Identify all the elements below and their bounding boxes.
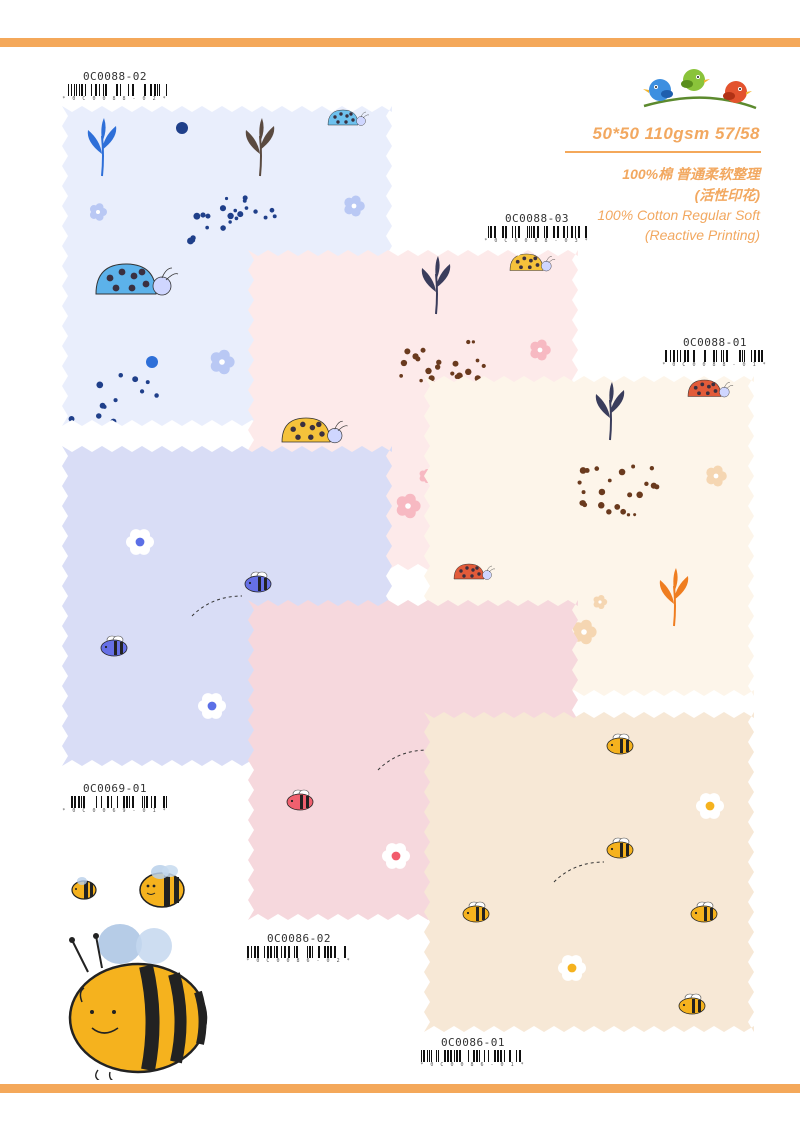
bottom-border-band — [0, 1084, 800, 1093]
swatch-code-label: 0C0086-01 — [440, 1036, 506, 1049]
fabric-printing-en: (Reactive Printing) — [644, 227, 760, 243]
swatch-code-label: 0C0088-03 — [504, 212, 570, 225]
daisy-flower-icon — [126, 529, 154, 555]
barcode-icon — [488, 226, 587, 238]
small-flower-icon — [593, 594, 608, 610]
swatch-code-tag: 0C0088-02 * 0 C 0 0 8 8 - 0 2 * — [60, 70, 170, 102]
bee-motif-icon — [606, 837, 634, 859]
swatch-code-tag: 0C0069-01 * 0 C 0 0 6 9 - 0 1 * — [60, 782, 170, 814]
fabric-printing-cn: (活性印花) — [694, 187, 760, 203]
swatch-code-label: 0C0086-02 — [266, 932, 332, 945]
small-flower-icon — [396, 493, 421, 519]
barcode-icon — [71, 796, 167, 808]
sprig-leaf-icon — [595, 382, 625, 441]
daisy-flower-icon — [382, 843, 410, 869]
barcode-caption: * 0 C 0 0 8 6 - 0 1 * — [420, 1062, 526, 1068]
small-flower-icon — [210, 349, 235, 375]
swatch-code-tag: 0C0086-02 * 0 C 0 0 8 6 - 0 2 * — [244, 932, 354, 964]
fabric-composition-en: 100% Cotton Regular Soft — [597, 207, 760, 223]
barcode-icon — [247, 946, 346, 958]
daisy-flower-icon — [198, 693, 226, 719]
swatch-code-label: 0C0069-01 — [82, 782, 148, 795]
barcode-icon — [665, 350, 763, 362]
fabric-composition-cn: 100%棉 普通柔软整理 — [622, 166, 760, 182]
sprig-leaf-icon — [421, 256, 451, 315]
swatch-code-tag: 0C0088-01 * 0 C 0 0 8 8 - 0 1 * — [660, 336, 770, 368]
fabric-spec-line: 50*50 110gsm 57/58 — [592, 124, 760, 143]
ladybug-motif-icon — [327, 109, 370, 126]
bee-motif-icon — [286, 789, 314, 811]
ladybug-motif-icon — [95, 263, 179, 296]
bee-motif-icon — [244, 571, 272, 593]
three-birds-on-branch-icon — [643, 69, 757, 110]
bee-motif-icon — [100, 635, 128, 657]
swatch-code-tag: 0C0088-03 * 0 C 0 0 8 8 - 0 3 * — [482, 212, 592, 244]
bee-motif-icon — [690, 901, 718, 923]
swatch-code-tag: 0C0086-01 * 0 C 0 0 8 6 - 0 1 * — [418, 1036, 528, 1068]
barcode-caption: * 0 C 0 0 8 8 - 0 3 * — [484, 238, 590, 244]
barcode-caption: * 0 C 0 0 8 8 - 0 2 * — [62, 96, 168, 102]
bee-motif-icon — [462, 901, 490, 923]
barcode-icon — [68, 84, 167, 96]
small-flower-icon — [530, 339, 551, 361]
daisy-flower-icon — [558, 955, 586, 981]
small-flower-icon — [344, 195, 365, 217]
fabric-swatch-0c0086-01 — [424, 712, 754, 1032]
barcode-caption: * 0 C 0 0 8 8 - 0 1 * — [662, 362, 768, 368]
barcode-caption: * 0 C 0 0 6 9 - 0 1 * — [62, 808, 168, 814]
small-flower-icon — [89, 203, 107, 221]
swatch-code-label: 0C0088-02 — [82, 70, 148, 83]
spec-divider — [565, 151, 761, 153]
bee-motif-icon — [606, 733, 634, 755]
ladybug-motif-icon — [509, 253, 556, 272]
daisy-flower-icon — [696, 793, 724, 819]
sprig-leaf-icon — [245, 118, 275, 177]
sprig-leaf-icon — [659, 568, 689, 627]
ladybug-motif-icon — [453, 563, 496, 580]
bee-motif-icon — [678, 993, 706, 1015]
top-border-band — [0, 38, 800, 47]
swatch-code-label: 0C0088-01 — [682, 336, 748, 349]
barcode-icon — [421, 1050, 521, 1062]
ladybug-motif-icon — [281, 417, 348, 444]
barcode-caption: * 0 C 0 0 8 6 - 0 2 * — [246, 958, 352, 964]
ladybug-motif-icon — [687, 379, 734, 398]
cartoon-bee-icon — [68, 865, 208, 1080]
small-flower-icon — [706, 465, 727, 487]
sprig-leaf-icon — [87, 118, 117, 177]
small-flower-icon — [572, 619, 597, 645]
